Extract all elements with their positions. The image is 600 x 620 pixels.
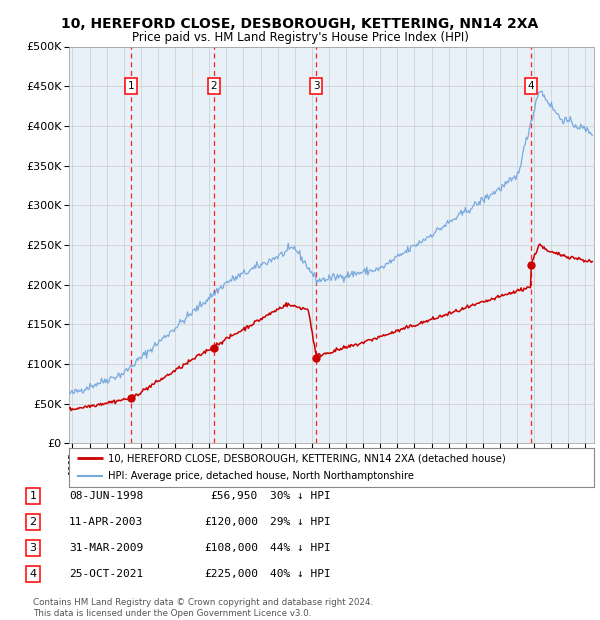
Text: 3: 3	[313, 81, 319, 91]
Text: 30% ↓ HPI: 30% ↓ HPI	[270, 491, 331, 501]
Text: 1: 1	[128, 81, 134, 91]
Text: Contains HM Land Registry data © Crown copyright and database right 2024.
This d: Contains HM Land Registry data © Crown c…	[33, 598, 373, 618]
Text: Price paid vs. HM Land Registry's House Price Index (HPI): Price paid vs. HM Land Registry's House …	[131, 31, 469, 44]
Text: 2: 2	[29, 517, 37, 527]
Text: 31-MAR-2009: 31-MAR-2009	[69, 543, 143, 553]
Text: 10, HEREFORD CLOSE, DESBOROUGH, KETTERING, NN14 2XA (detached house): 10, HEREFORD CLOSE, DESBOROUGH, KETTERIN…	[109, 453, 506, 463]
Text: 4: 4	[528, 81, 535, 91]
Text: 40% ↓ HPI: 40% ↓ HPI	[270, 569, 331, 579]
Text: 44% ↓ HPI: 44% ↓ HPI	[270, 543, 331, 553]
Text: £225,000: £225,000	[204, 569, 258, 579]
Text: HPI: Average price, detached house, North Northamptonshire: HPI: Average price, detached house, Nort…	[109, 471, 415, 481]
Text: £108,000: £108,000	[204, 543, 258, 553]
Text: 3: 3	[29, 543, 37, 553]
Text: 10, HEREFORD CLOSE, DESBOROUGH, KETTERING, NN14 2XA: 10, HEREFORD CLOSE, DESBOROUGH, KETTERIN…	[61, 17, 539, 32]
Text: 1: 1	[29, 491, 37, 501]
Text: 29% ↓ HPI: 29% ↓ HPI	[270, 517, 331, 527]
Text: 11-APR-2003: 11-APR-2003	[69, 517, 143, 527]
Text: 2: 2	[211, 81, 217, 91]
Text: £120,000: £120,000	[204, 517, 258, 527]
Text: 08-JUN-1998: 08-JUN-1998	[69, 491, 143, 501]
Text: £56,950: £56,950	[211, 491, 258, 501]
Text: 25-OCT-2021: 25-OCT-2021	[69, 569, 143, 579]
Text: 4: 4	[29, 569, 37, 579]
